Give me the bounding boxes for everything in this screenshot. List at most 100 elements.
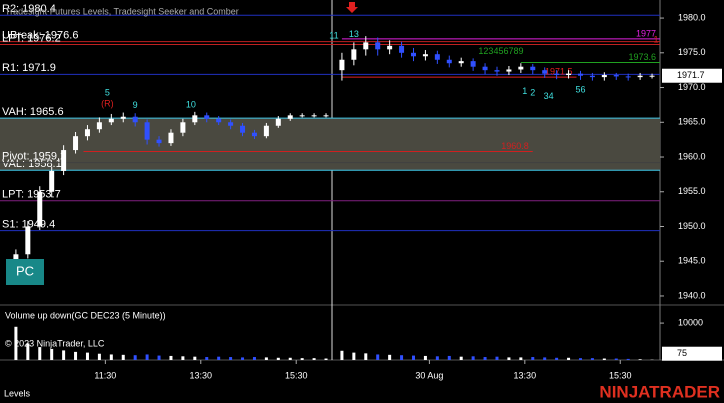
candle-body bbox=[228, 122, 234, 126]
volume-bar bbox=[555, 357, 559, 360]
level-label: VAL: 1958.1 bbox=[2, 158, 62, 170]
level-label: LPT: 1976.2 bbox=[2, 32, 61, 44]
volume-bar bbox=[264, 357, 268, 360]
volume-title: Volume up down(GC DEC23 (5 Minute)) bbox=[5, 310, 166, 320]
candle-body bbox=[251, 132, 257, 137]
annotation: 1 bbox=[654, 35, 659, 45]
annotation: 10 bbox=[186, 99, 196, 109]
candle-body bbox=[180, 122, 186, 133]
volume-bar bbox=[85, 352, 89, 360]
volume-bar bbox=[590, 358, 594, 360]
volume-bar bbox=[26, 343, 30, 360]
candle-body bbox=[192, 115, 198, 123]
candle-body bbox=[625, 76, 631, 78]
y-tick-label: 1940.0 bbox=[678, 290, 706, 300]
candle-body bbox=[399, 45, 405, 53]
candle-body bbox=[637, 75, 643, 78]
level-label: VAH: 1965.6 bbox=[2, 106, 64, 118]
annotation: 34 bbox=[544, 91, 554, 101]
y-tick-label: 1955.0 bbox=[678, 186, 706, 196]
candle-body bbox=[275, 118, 281, 126]
candle-body bbox=[530, 66, 536, 71]
volume-bar bbox=[352, 352, 356, 360]
volume-bar bbox=[507, 357, 511, 360]
button-bg[interactable] bbox=[6, 259, 44, 285]
y-tick-label: 1965.0 bbox=[678, 117, 706, 127]
candle-body bbox=[387, 45, 393, 50]
volume-bar bbox=[181, 356, 185, 360]
candle-body bbox=[84, 129, 90, 137]
candle-body bbox=[61, 150, 67, 171]
candle-body bbox=[649, 75, 655, 77]
volume-bar bbox=[483, 357, 487, 360]
level-label: UBreak: 1976.6 bbox=[2, 30, 78, 42]
segment-label: 1973.6 bbox=[628, 52, 656, 62]
volume-bar bbox=[400, 355, 404, 360]
volume-bar bbox=[324, 358, 328, 360]
button-label[interactable]: PC bbox=[16, 263, 34, 278]
annotation: 123456789 bbox=[478, 46, 523, 56]
candle-body bbox=[132, 116, 138, 123]
candle-body bbox=[482, 66, 488, 71]
candle-body bbox=[494, 70, 500, 72]
x-tick-label: 15:30 bbox=[609, 370, 632, 380]
pc-button[interactable]: PC bbox=[6, 259, 44, 285]
candle-body bbox=[589, 75, 595, 78]
candle-body bbox=[168, 132, 174, 144]
copyright: © 2023 NinjaTrader, LLC bbox=[5, 338, 105, 348]
volume-bar bbox=[519, 357, 523, 360]
segment-label: 1960.8 bbox=[501, 141, 529, 151]
volume-tick-label: 10000 bbox=[678, 317, 703, 327]
volume-bar bbox=[62, 350, 66, 360]
candle-body bbox=[339, 59, 345, 71]
candle-body bbox=[542, 70, 548, 74]
volume-bar bbox=[121, 354, 125, 360]
volume-bar bbox=[288, 357, 292, 360]
price-box bbox=[662, 68, 722, 83]
volume-bar bbox=[495, 356, 499, 360]
volume-bar bbox=[300, 358, 304, 360]
annotation: 5 bbox=[105, 87, 110, 97]
candle-body bbox=[566, 73, 572, 76]
candle-body bbox=[458, 61, 464, 64]
candle-body bbox=[613, 75, 619, 77]
candle-body bbox=[518, 66, 524, 70]
volume-bar bbox=[312, 358, 316, 360]
volume-bar bbox=[133, 355, 137, 360]
candle-body bbox=[446, 59, 452, 64]
volume-bar bbox=[97, 353, 101, 360]
y-tick-label: 1980.0 bbox=[678, 12, 706, 22]
y-tick-label: 1960.0 bbox=[678, 151, 706, 161]
volume-bar bbox=[14, 326, 18, 360]
volume-bar bbox=[626, 358, 630, 360]
value-area bbox=[0, 118, 660, 171]
volume-bar bbox=[376, 354, 380, 360]
volume-bar bbox=[447, 355, 451, 360]
volume-bar bbox=[411, 355, 415, 360]
volume-bar bbox=[109, 354, 113, 360]
volume-bar bbox=[252, 357, 256, 360]
candle-body bbox=[375, 42, 381, 50]
candle-body bbox=[422, 54, 428, 57]
volume-bar bbox=[435, 356, 439, 360]
candle-body bbox=[144, 122, 150, 140]
candle-body bbox=[13, 254, 19, 262]
segment-label: 1971.5 bbox=[545, 66, 573, 76]
candle-body bbox=[216, 118, 222, 123]
volume-bar bbox=[38, 347, 42, 360]
candle-body bbox=[240, 125, 246, 133]
x-tick-label: 15:30 bbox=[285, 370, 308, 380]
volume-bar bbox=[205, 357, 209, 360]
volume-bar bbox=[567, 357, 571, 360]
candle-body bbox=[410, 52, 416, 57]
candle-body bbox=[470, 61, 476, 67]
candle-body bbox=[506, 69, 512, 72]
volume-bar bbox=[217, 356, 221, 360]
volume-bar bbox=[169, 355, 173, 360]
candle-body bbox=[37, 191, 43, 227]
y-tick-label: 1950.0 bbox=[678, 221, 706, 231]
volume-bar bbox=[388, 354, 392, 360]
level-label: R2: 1980.4 bbox=[2, 3, 56, 15]
y-tick-label: 1975.0 bbox=[678, 47, 706, 57]
footer-tab: Levels bbox=[4, 388, 31, 398]
